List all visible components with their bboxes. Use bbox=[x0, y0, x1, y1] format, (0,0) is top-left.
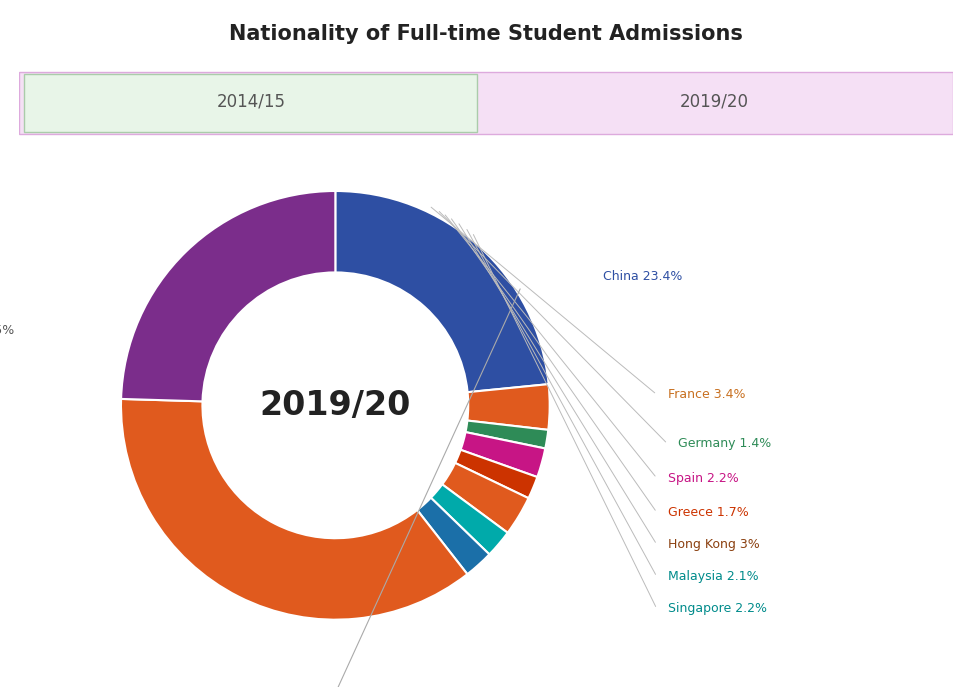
Text: Nationality of Full-time Student Admissions: Nationality of Full-time Student Admissi… bbox=[229, 24, 743, 45]
Text: 2019/20: 2019/20 bbox=[680, 93, 749, 111]
Text: Other 24.5%: Other 24.5% bbox=[0, 324, 14, 337]
Text: Germany 1.4%: Germany 1.4% bbox=[678, 438, 772, 451]
Wedge shape bbox=[466, 420, 548, 449]
Text: UK 36%: UK 36% bbox=[293, 289, 520, 687]
FancyBboxPatch shape bbox=[19, 72, 953, 134]
Wedge shape bbox=[431, 484, 507, 554]
FancyBboxPatch shape bbox=[24, 74, 476, 132]
Wedge shape bbox=[122, 191, 335, 401]
Text: 2019/20: 2019/20 bbox=[260, 389, 411, 422]
Text: Hong Kong 3%: Hong Kong 3% bbox=[668, 538, 759, 551]
Wedge shape bbox=[455, 450, 538, 498]
Wedge shape bbox=[442, 463, 529, 533]
Wedge shape bbox=[335, 191, 548, 392]
Text: China 23.4%: China 23.4% bbox=[604, 270, 682, 283]
Wedge shape bbox=[468, 384, 550, 430]
Wedge shape bbox=[121, 399, 468, 620]
Text: Spain 2.2%: Spain 2.2% bbox=[668, 472, 739, 485]
Text: 2014/15: 2014/15 bbox=[217, 93, 286, 111]
Text: Singapore 2.2%: Singapore 2.2% bbox=[668, 602, 767, 616]
Wedge shape bbox=[461, 432, 545, 477]
Text: Malaysia 2.1%: Malaysia 2.1% bbox=[668, 570, 758, 583]
Text: Greece 1.7%: Greece 1.7% bbox=[668, 506, 748, 519]
Text: France 3.4%: France 3.4% bbox=[668, 388, 746, 401]
Wedge shape bbox=[417, 498, 489, 574]
